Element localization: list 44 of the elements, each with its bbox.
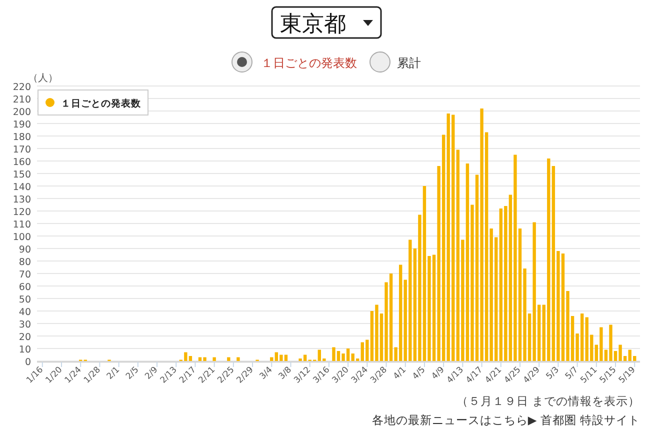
y-tick-label: 140: [12, 182, 31, 193]
x-tick-label: 4/1: [392, 365, 408, 382]
y-tick-label: 130: [12, 194, 31, 206]
y-tick-label: 10: [18, 344, 31, 356]
y-tick-label: 110: [12, 220, 31, 230]
y-tick-label: 220: [12, 82, 31, 93]
x-tick-label: 4/5: [410, 365, 428, 382]
x-tick-label: 2/9: [143, 365, 160, 382]
x-tick-label: 2/1: [105, 365, 122, 382]
y-tick-label: 190: [12, 120, 31, 130]
y-tick-label: 0: [24, 357, 31, 368]
y-tick-label: 170: [12, 144, 31, 156]
x-tick-label: 3/8: [277, 365, 294, 382]
y-tick-label: 90: [18, 244, 31, 256]
legend-label: １日ごとの発表数: [61, 98, 142, 110]
bar: [227, 357, 230, 361]
y-tick-label: 200: [12, 107, 31, 118]
text: （５月１９日 までの情報を表示）: [456, 394, 640, 408]
y-tick-label: 50: [18, 294, 31, 306]
chart-title: 東京都: [280, 12, 346, 37]
y-tick-label: 120: [12, 207, 31, 218]
x-tick-label: 5/7: [564, 365, 580, 382]
y-tick-label: 180: [12, 132, 31, 143]
y-tick-label: 80: [18, 257, 31, 268]
y-tick-label: 60: [18, 282, 31, 293]
legend: １日ごとの発表数: [38, 90, 148, 116]
control-dropdown: 東京都: [271, 6, 382, 39]
y-tick-label: 30: [18, 320, 31, 330]
x-tick-label: 4/9: [430, 365, 447, 382]
x-tick-label: 3/4: [258, 365, 275, 382]
y-tick-label: 160: [12, 157, 31, 168]
y-tick-label: 20: [18, 332, 31, 343]
y-axis-title: （人）: [28, 73, 58, 84]
bar: [236, 357, 240, 361]
bar: [212, 357, 216, 361]
x-tick-label: 5/3: [544, 365, 562, 382]
y-tick-label: 40: [18, 307, 31, 318]
y-tick-label: 150: [12, 170, 31, 180]
text: 各地の最新ニュースはこちら▶ 首都圏 特設サイト: [372, 413, 640, 427]
x-tick-label: 2/5: [124, 365, 142, 382]
control-radio: １日ごとの発表数 累計: [232, 52, 421, 72]
y-tick-label: 100: [12, 232, 31, 243]
y-tick-label: 210: [12, 94, 31, 106]
y-tick-label: 70: [18, 270, 31, 280]
